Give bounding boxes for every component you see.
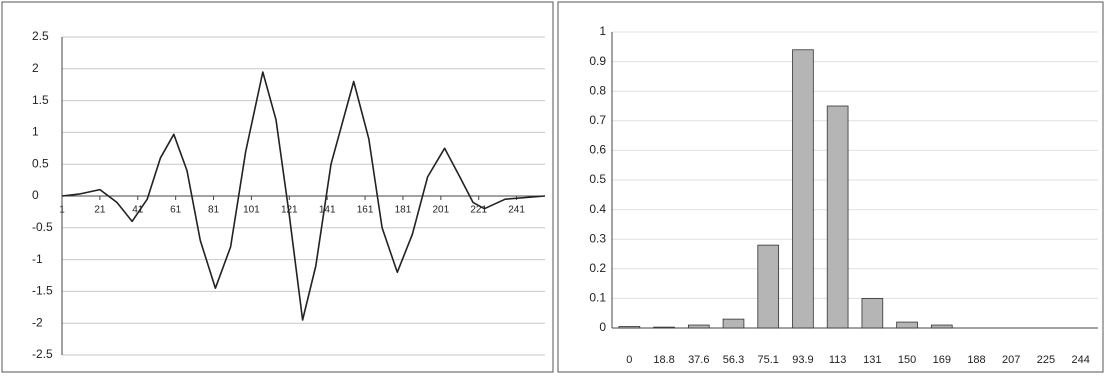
x-tick-label: 1 <box>59 205 65 216</box>
bar <box>654 327 675 328</box>
x-tick-label: 37.6 <box>688 354 709 366</box>
bar <box>897 322 918 328</box>
y-tick-label: 0.7 <box>589 113 606 127</box>
x-tick-label: 188 <box>967 354 985 366</box>
y-tick-label: -0.5 <box>32 220 53 234</box>
y-tick-label: 0.6 <box>589 143 606 157</box>
y-tick-label: -1 <box>32 252 43 266</box>
x-tick-label: 61 <box>170 205 182 216</box>
x-tick-label: 161 <box>357 205 374 216</box>
y-tick-label: 0 <box>32 188 39 202</box>
x-tick-label: 181 <box>395 205 412 216</box>
y-tick-label: 0.4 <box>589 202 606 216</box>
x-tick-label: 18.8 <box>653 354 674 366</box>
x-tick-label: 131 <box>863 354 881 366</box>
y-tick-label: 0.5 <box>32 156 49 170</box>
y-tick-label: 0.2 <box>589 261 606 275</box>
bar <box>723 319 744 328</box>
y-tick-label: 0.8 <box>589 83 606 97</box>
bar <box>758 245 779 328</box>
x-tick-label: 207 <box>1002 354 1020 366</box>
charts: -2.5-2-1.5-1-0.500.511.522.5121416181101… <box>0 0 1106 376</box>
bar <box>688 325 709 328</box>
x-tick-label: 56.3 <box>723 354 744 366</box>
x-tick-label: 241 <box>508 205 525 216</box>
y-tick-label: 2 <box>32 61 39 75</box>
left-panel <box>2 2 553 372</box>
x-tick-label: 21 <box>94 205 106 216</box>
x-tick-label: 81 <box>208 205 220 216</box>
bar <box>827 106 848 328</box>
x-tick-label: 113 <box>829 354 847 366</box>
y-tick-label: -2.5 <box>32 347 53 361</box>
y-tick-label: 0 <box>599 320 606 334</box>
x-tick-label: 0 <box>626 354 632 366</box>
x-tick-label: 225 <box>1037 354 1055 366</box>
y-tick-label: 1.5 <box>32 93 49 107</box>
y-tick-label: 2.5 <box>32 29 49 43</box>
bar <box>619 327 640 328</box>
x-tick-label: 244 <box>1071 354 1089 366</box>
x-tick-label: 169 <box>933 354 951 366</box>
x-tick-label: 201 <box>432 205 449 216</box>
y-tick-label: 1 <box>32 125 39 139</box>
y-tick-label: -1.5 <box>32 284 53 298</box>
y-tick-label: 0.9 <box>589 54 606 68</box>
y-tick-label: 0.3 <box>589 231 606 245</box>
bar <box>931 325 952 328</box>
y-tick-label: -2 <box>32 315 43 329</box>
x-tick-label: 93.9 <box>792 354 813 366</box>
x-tick-label: 101 <box>243 205 260 216</box>
page: -2.5-2-1.5-1-0.500.511.522.5121416181101… <box>0 0 1106 376</box>
x-tick-label: 141 <box>319 205 336 216</box>
x-tick-label: 150 <box>898 354 916 366</box>
y-tick-label: 1 <box>599 24 606 38</box>
bar <box>793 50 814 328</box>
x-tick-label: 75.1 <box>758 354 779 366</box>
bar <box>862 298 883 328</box>
y-tick-label: 0.5 <box>589 172 606 186</box>
y-tick-label: 0.1 <box>589 291 606 305</box>
